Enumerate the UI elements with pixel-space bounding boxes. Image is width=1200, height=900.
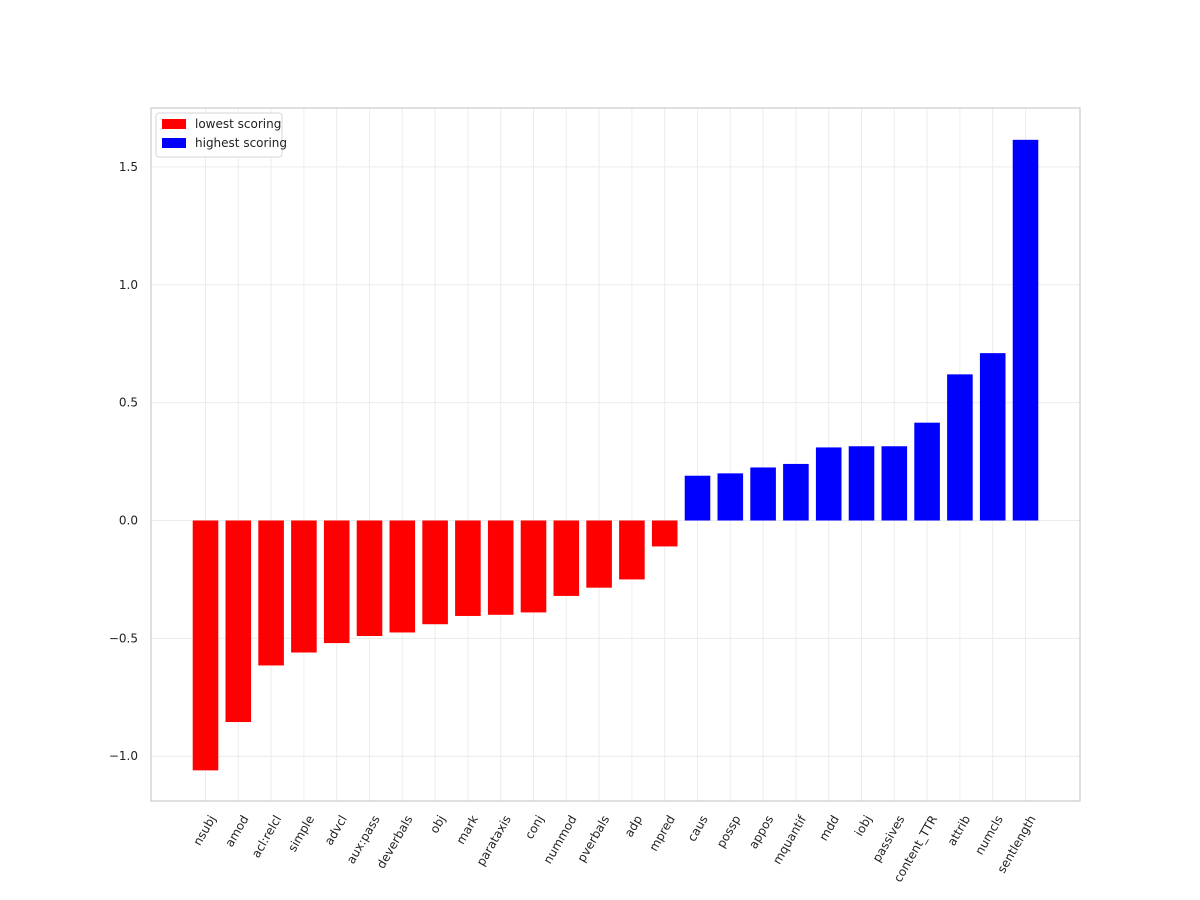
y-tick-label: 0.0: [119, 514, 138, 528]
grid-lines: [151, 108, 1080, 801]
bar-appos: [750, 467, 776, 521]
bar-simple: [291, 520, 317, 653]
bar-mquantif: [783, 463, 809, 521]
bar-nsubj: [192, 520, 219, 771]
y-axis: −1.0 −0.5 0.0 0.5 1.0 1.5: [109, 160, 138, 763]
legend-box: [155, 112, 283, 158]
legend-label-lowest: lowest scoring: [195, 117, 281, 131]
y-tick-label: −1.0: [109, 749, 138, 763]
x-tick-label: appos: [746, 813, 776, 851]
x-tick-label: nsubj: [190, 813, 218, 848]
bar-passives: [881, 446, 908, 521]
bar-obj: [422, 520, 448, 625]
y-tick-label: 0.5: [119, 396, 138, 410]
bar-acl-relcl: [258, 520, 284, 666]
x-tick-label: conj: [522, 813, 547, 842]
legend: lowest scoring highest scoring: [155, 112, 287, 158]
x-tick-label: obj: [427, 813, 448, 836]
bar-parataxis: [487, 520, 514, 615]
x-tick-label: advcl: [322, 813, 350, 848]
x-tick-label: simple: [285, 813, 317, 854]
bar-sentlength: [1012, 139, 1039, 521]
x-tick-label: attrib: [945, 813, 973, 848]
bar-adp: [619, 520, 645, 580]
y-tick-label: 1.5: [119, 160, 138, 174]
plot-background: [151, 108, 1080, 801]
bar-mark: [455, 520, 481, 616]
legend-swatch-highest: [162, 138, 186, 148]
bar-conj: [520, 520, 547, 613]
y-tick-label: −0.5: [109, 631, 138, 645]
bar-deverbals: [389, 520, 416, 633]
bar-pverbals: [586, 520, 612, 588]
x-tick-label: caus: [685, 813, 711, 844]
bar-aux-pass: [356, 520, 383, 636]
bar-mdd: [815, 447, 842, 521]
legend-label-highest: highest scoring: [195, 136, 287, 150]
bar-advcl: [323, 520, 350, 644]
x-tick-label: acl:relcl: [249, 813, 284, 860]
x-tick-label: adp: [622, 813, 645, 840]
x-tick-label: iobj: [852, 813, 875, 839]
plot-frame: [150, 107, 1081, 802]
bars: [192, 139, 1039, 771]
bar-possp: [717, 473, 744, 521]
bar-caus: [684, 475, 711, 521]
bar-iobj: [848, 446, 875, 521]
bar-mpred: [651, 520, 678, 547]
x-tick-label: possp: [714, 813, 744, 850]
x-tick-label: mdd: [816, 813, 842, 843]
legend-swatch-lowest: [162, 119, 186, 129]
bar-attrib: [947, 374, 973, 521]
bar-content-ttr: [914, 422, 940, 521]
x-tick-label: amod: [222, 813, 251, 849]
x-tick-label: pverbals: [574, 813, 612, 865]
bar-nummod: [553, 520, 580, 596]
y-tick-label: 1.0: [119, 278, 138, 292]
x-tick-label: numcls: [972, 813, 1006, 857]
x-tick-label: mark: [454, 813, 482, 847]
x-tick-label: mpred: [646, 813, 678, 854]
bar-amod: [225, 520, 252, 723]
bar-numcls: [979, 353, 1006, 521]
